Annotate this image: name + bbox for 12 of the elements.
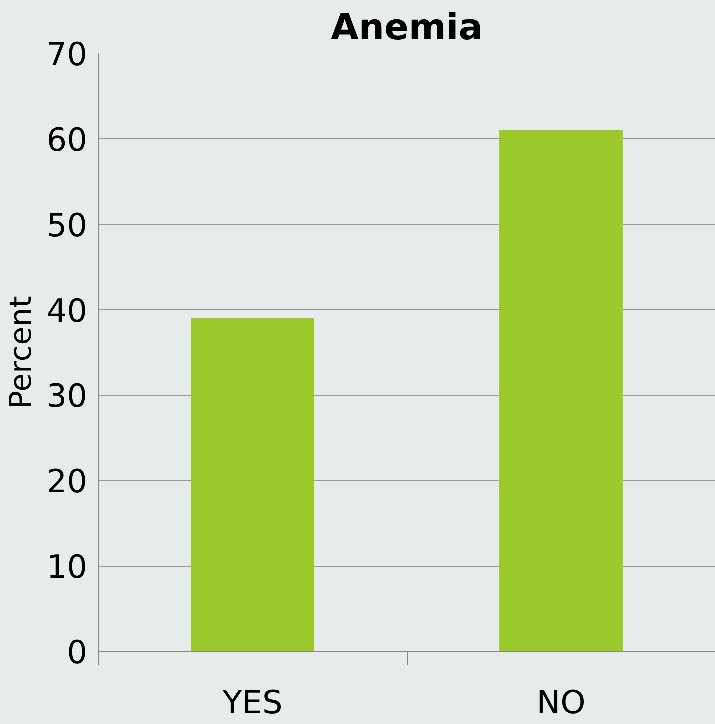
- y-tick-label: 60: [46, 120, 88, 159]
- y-tick-label: 30: [46, 377, 88, 416]
- y-tick-label: 70: [46, 36, 88, 74]
- y-axis-title: Percent: [4, 296, 39, 409]
- y-tick-label: 0: [67, 634, 88, 672]
- y-tick-label: 40: [46, 292, 88, 330]
- x-tick-label: NO: [536, 684, 586, 722]
- y-tick-label: 10: [46, 548, 88, 586]
- y-tick-label: 20: [46, 462, 88, 501]
- chart-title: Anemia: [330, 8, 484, 48]
- x-tick-label: YES: [222, 684, 283, 722]
- y-tick-label: 50: [46, 206, 88, 244]
